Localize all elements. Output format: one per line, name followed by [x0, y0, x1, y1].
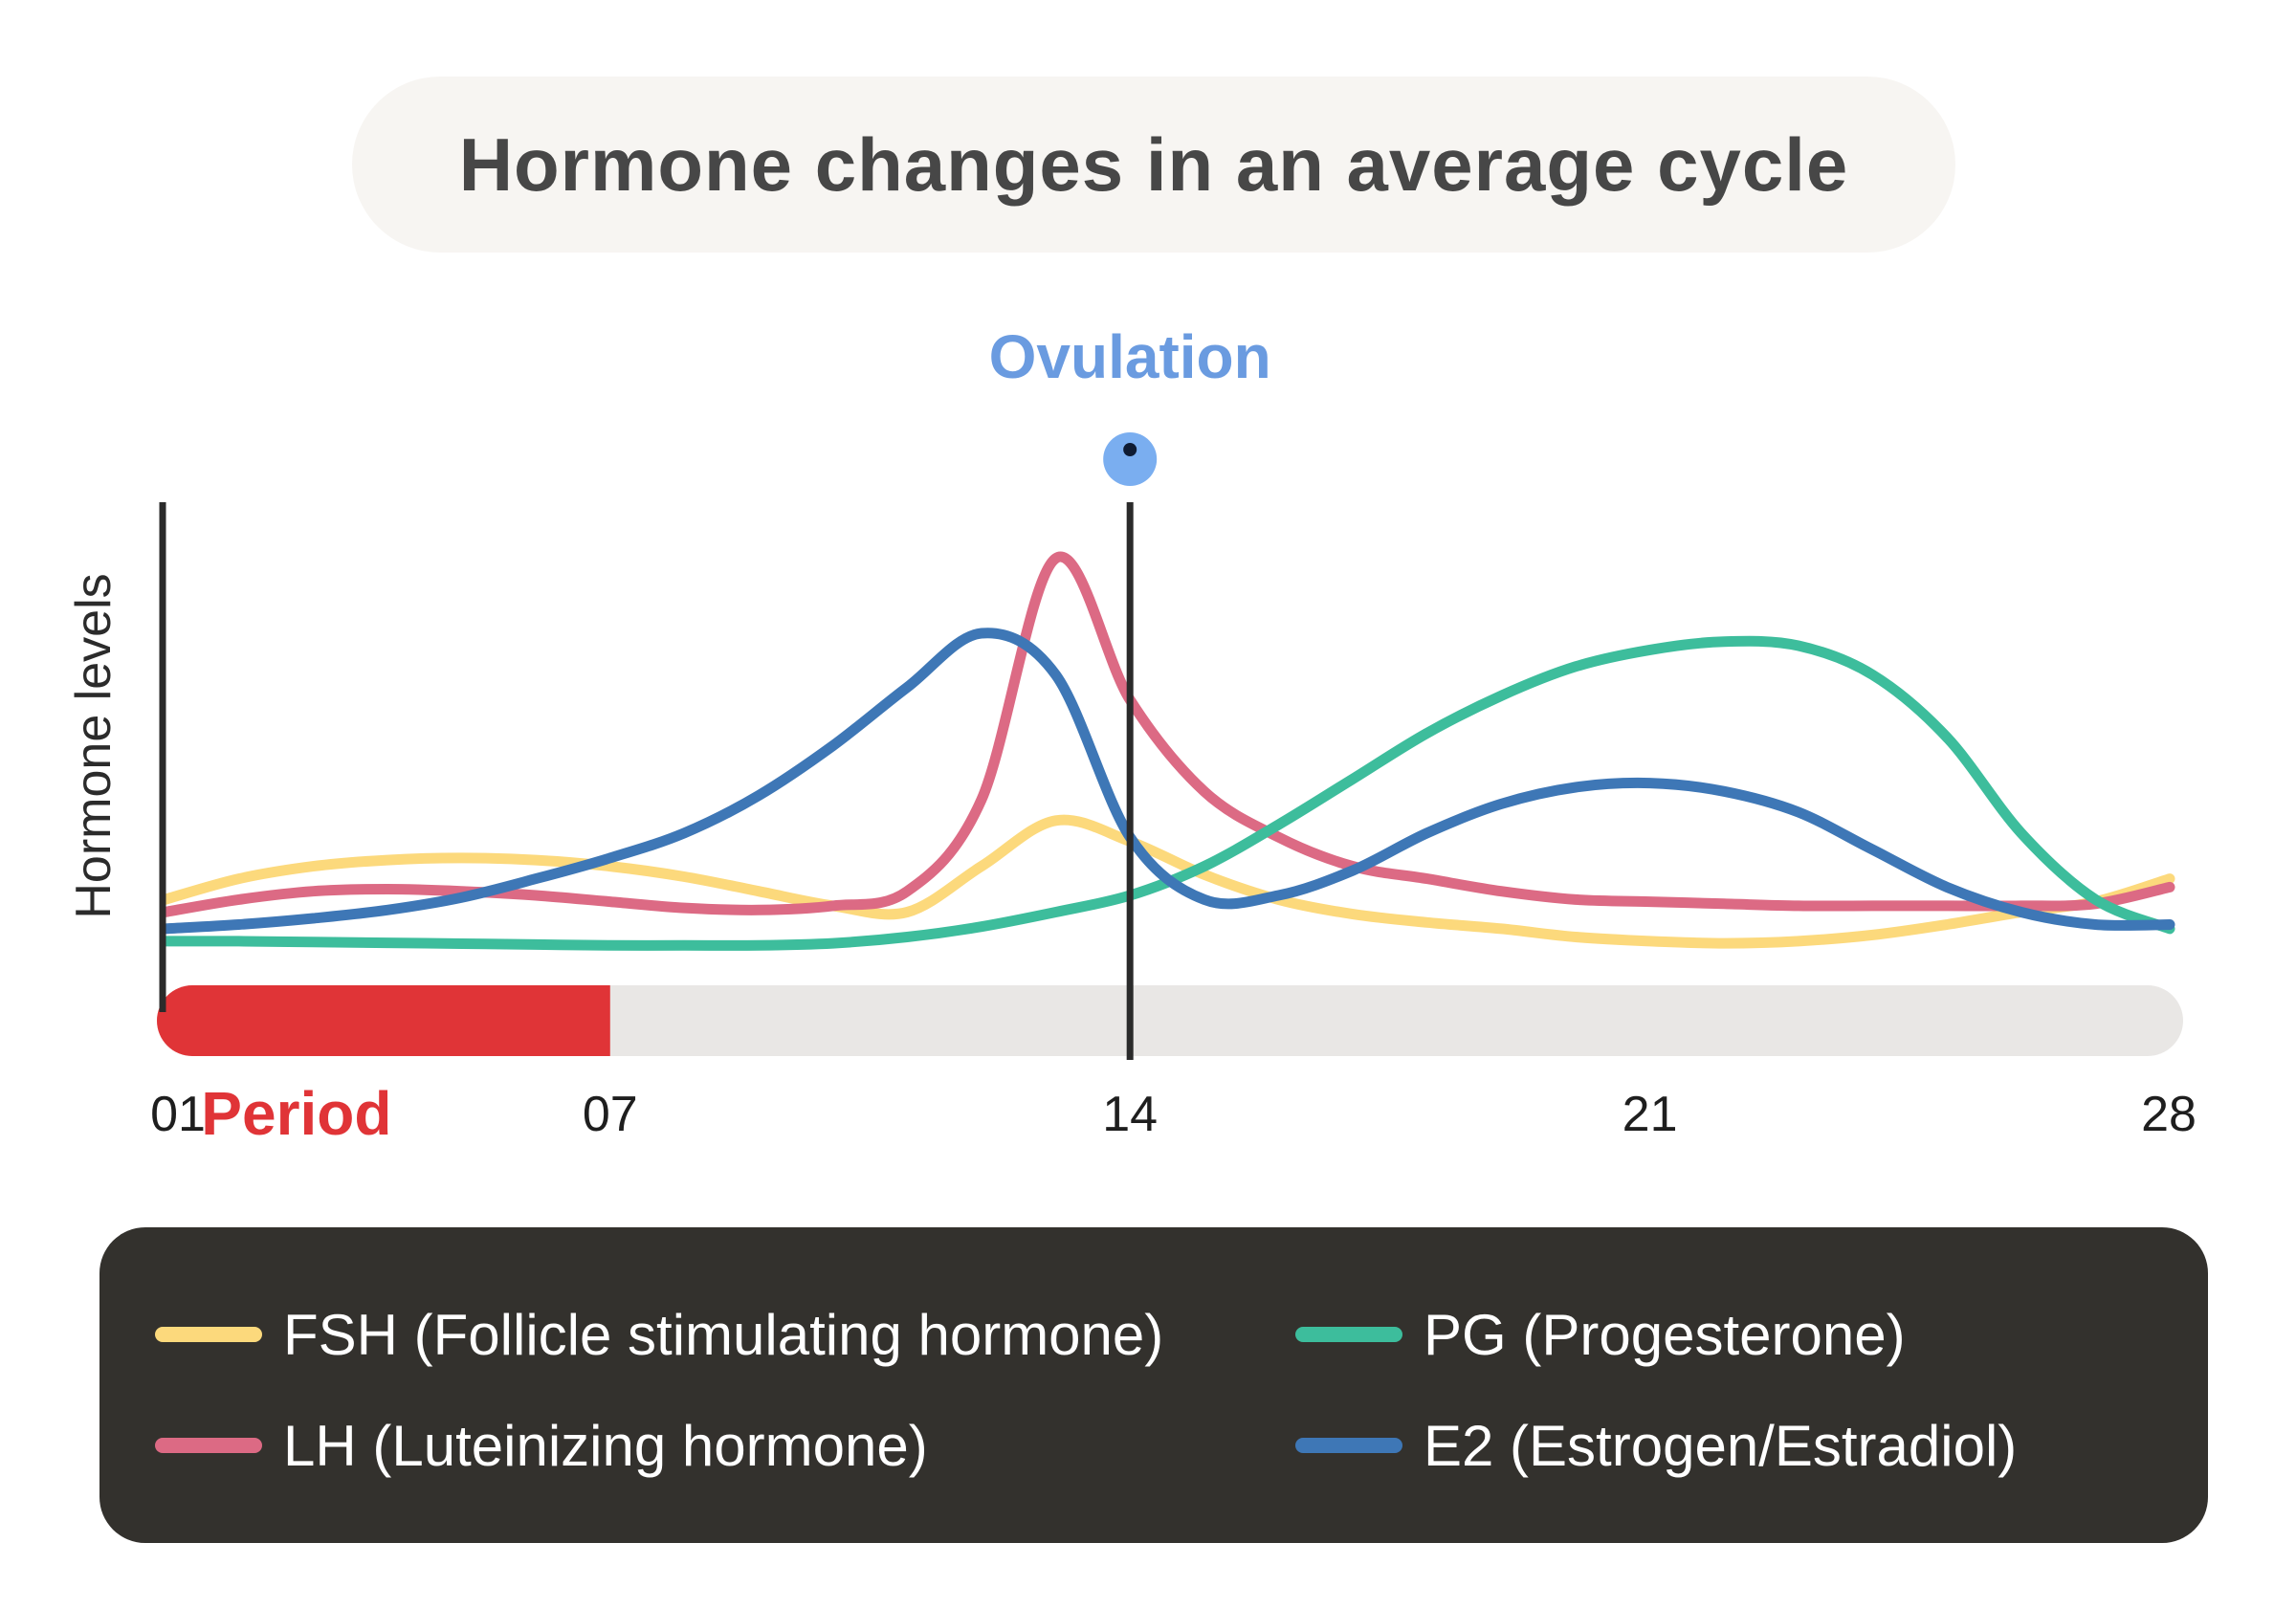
series-line-e2 [159, 628, 2175, 935]
series-line-fsh [159, 814, 2175, 949]
legend-swatch [1295, 1327, 1402, 1342]
y-axis-label: Hormone levels [66, 573, 121, 918]
x-tick-label: 21 [1623, 1087, 1678, 1142]
labels: Ovulation Hormone levels 01 07 14 21 28 Period [66, 322, 2197, 1148]
title-pill: Hormone changes in an average cycle [352, 77, 1955, 253]
x-tick-label: 28 [2141, 1087, 2197, 1142]
series-lines [159, 551, 2175, 951]
legend-item-pg: PG (Progesterone) [1295, 1300, 1906, 1369]
legend-item-fsh: FSH (Follicle stimulating hormone) [155, 1300, 1163, 1369]
period-label: Period [201, 1079, 391, 1148]
legend-item-lh: LH (Luteinizing hormone) [155, 1411, 928, 1480]
x-tick-label: 07 [583, 1087, 638, 1142]
cycle-track [157, 985, 2183, 1056]
ovulation-marker-dot [1123, 443, 1137, 456]
legend-label: LH (Luteinizing hormone) [283, 1413, 928, 1478]
series-line-pg [159, 635, 2175, 951]
legend-swatch [155, 1327, 262, 1342]
period-bar [157, 985, 2183, 1056]
axes [159, 432, 1158, 1060]
legend-swatch [155, 1438, 262, 1453]
legend: FSH (Follicle stimulating hormone) PG (Pr… [99, 1227, 2208, 1543]
legend-label: PG (Progesterone) [1424, 1302, 1906, 1367]
x-tick-label: 14 [1102, 1087, 1158, 1142]
x-tick-label: 01 [150, 1087, 206, 1142]
chart-title: Hormone changes in an average cycle [458, 121, 1849, 207]
legend-label: FSH (Follicle stimulating hormone) [283, 1302, 1164, 1367]
legend-item-e2: E2 (Estrogen/Estradiol) [1295, 1411, 2017, 1480]
ovulation-label: Ovulation [989, 322, 1271, 391]
legend-swatch [1295, 1438, 1402, 1453]
period-fill [157, 985, 610, 1056]
ovulation-marker [1103, 432, 1158, 486]
legend-label: E2 (Estrogen/Estradiol) [1424, 1413, 2018, 1478]
